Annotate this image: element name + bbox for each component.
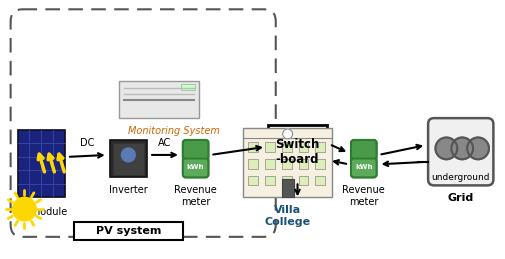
FancyBboxPatch shape [267,125,327,179]
Text: Villa
College: Villa College [264,205,310,227]
Text: kWh: kWh [355,164,372,170]
Circle shape [466,138,488,159]
Text: kWh: kWh [186,164,204,170]
Text: Monitoring System: Monitoring System [128,126,219,136]
FancyBboxPatch shape [350,140,376,159]
FancyBboxPatch shape [182,140,208,159]
FancyBboxPatch shape [247,159,258,169]
Circle shape [121,148,135,162]
Text: Inverter: Inverter [109,185,147,195]
Text: PV module: PV module [15,207,67,217]
FancyBboxPatch shape [427,118,492,185]
Text: Revenue
meter: Revenue meter [174,185,217,207]
FancyBboxPatch shape [264,176,274,185]
FancyBboxPatch shape [281,159,291,169]
Text: PV system: PV system [95,226,161,236]
FancyBboxPatch shape [264,159,274,169]
Text: AC: AC [158,138,171,148]
FancyBboxPatch shape [182,159,208,177]
FancyBboxPatch shape [298,142,308,152]
FancyBboxPatch shape [110,140,147,177]
FancyBboxPatch shape [315,142,325,152]
FancyBboxPatch shape [180,84,194,90]
FancyBboxPatch shape [315,159,325,169]
FancyBboxPatch shape [264,142,274,152]
FancyBboxPatch shape [298,159,308,169]
FancyBboxPatch shape [247,142,258,152]
Text: underground: underground [431,173,489,182]
FancyBboxPatch shape [281,142,291,152]
FancyBboxPatch shape [112,143,144,175]
FancyBboxPatch shape [315,176,325,185]
FancyBboxPatch shape [247,176,258,185]
Circle shape [282,129,292,139]
Text: DC: DC [80,138,94,148]
Text: Switch
-board: Switch -board [275,138,319,166]
FancyBboxPatch shape [298,176,308,185]
Circle shape [13,197,36,221]
FancyBboxPatch shape [281,176,291,185]
FancyBboxPatch shape [281,179,293,197]
FancyBboxPatch shape [350,159,376,177]
Text: Grid: Grid [447,193,473,203]
FancyBboxPatch shape [242,128,331,197]
Circle shape [435,138,457,159]
Circle shape [450,138,472,159]
FancyBboxPatch shape [18,130,65,197]
FancyBboxPatch shape [74,222,182,240]
FancyBboxPatch shape [119,81,198,118]
Text: Revenue
meter: Revenue meter [342,185,384,207]
